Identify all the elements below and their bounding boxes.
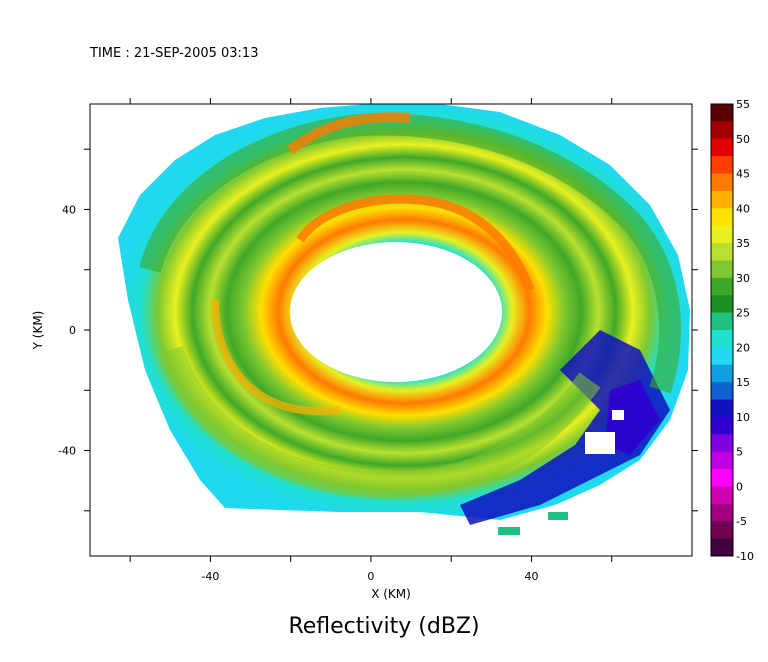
x-tick-label: 0 xyxy=(367,570,374,583)
reflectivity-field xyxy=(118,104,690,535)
colorbar-segment xyxy=(711,295,733,314)
colorbar-tick-label: 15 xyxy=(736,376,750,389)
x-axis-title: X (KM) xyxy=(371,587,411,601)
colorbar-segment xyxy=(711,156,733,175)
colorbar-tick-label: 10 xyxy=(736,411,750,424)
x-tick-label: 40 xyxy=(524,570,538,583)
colorbar-tick-label: 40 xyxy=(736,202,750,215)
colorbar-segment xyxy=(711,399,733,418)
colorbar-segment xyxy=(711,434,733,453)
y-tick-label: -40 xyxy=(58,445,76,458)
colorbar-tick-label: -10 xyxy=(736,550,754,563)
weak-echo-band xyxy=(460,330,670,525)
gap-2 xyxy=(585,432,615,454)
colorbar-segment xyxy=(711,330,733,348)
axis-tick-labels: -40 0 40 -40 0 40 xyxy=(58,203,538,583)
colorbar xyxy=(710,103,734,557)
colorbar-tick-label: 25 xyxy=(736,307,750,320)
gap-1 xyxy=(612,410,624,420)
colorbar-segment xyxy=(711,208,733,227)
inner-band-west xyxy=(211,299,341,416)
colorbar-segment xyxy=(711,347,733,366)
colorbar-segment xyxy=(711,312,733,331)
eye xyxy=(290,242,502,382)
colorbar-segment xyxy=(711,190,733,209)
strong-band-north xyxy=(287,112,411,155)
outer-band xyxy=(139,113,681,394)
colorbar-segment xyxy=(711,521,733,540)
colorbar-tick-label: 45 xyxy=(736,168,750,181)
timestamp: TIME : 21-SEP-2005 03:13 xyxy=(90,46,259,61)
colorbar-segment xyxy=(711,104,733,122)
colorbar-segment xyxy=(711,451,733,470)
colorbar-segment xyxy=(711,138,733,157)
colorbar-segment xyxy=(711,382,733,401)
weak-echo-band-violet xyxy=(605,380,660,455)
colorbar-segment xyxy=(711,364,733,383)
y-axis-title: Y (KM) xyxy=(31,311,45,351)
blob-1 xyxy=(498,527,520,535)
colorbar-segment xyxy=(711,538,733,557)
x-tick-label: -40 xyxy=(201,570,219,583)
colorbar-tick-label: 35 xyxy=(736,237,750,250)
colorbar-tick-label: 30 xyxy=(736,272,750,285)
y-tick-label: 0 xyxy=(69,324,76,337)
colorbar-segment xyxy=(711,416,733,435)
colorbar-frame xyxy=(710,103,734,557)
colorbar-tick-label: 0 xyxy=(736,480,743,493)
colorbar-tick-label: 50 xyxy=(736,133,750,146)
axis-ticks xyxy=(84,98,698,562)
colorbar-tick-label: -5 xyxy=(736,515,747,528)
colorbar-tick-label: 5 xyxy=(736,446,743,459)
colorbar-segment xyxy=(711,503,733,522)
strong-band-inner xyxy=(296,194,535,292)
colorbar-segment xyxy=(711,260,733,279)
outer-band-2 xyxy=(157,345,601,499)
colorbar-tick-label: 20 xyxy=(736,341,750,354)
colorbar-segment xyxy=(711,243,733,261)
colorbar-segment xyxy=(711,225,733,244)
colorbar-segment xyxy=(711,469,733,487)
colorbar-segment xyxy=(711,121,733,140)
blob-2 xyxy=(548,512,568,520)
chart-title: Reflectivity (dBZ) xyxy=(288,614,480,639)
colorbar-segment xyxy=(711,173,733,192)
colorbar-tick-label: 55 xyxy=(736,98,750,111)
y-tick-label: 40 xyxy=(62,203,76,216)
colorbar-segment xyxy=(711,486,733,505)
colorbar-segment xyxy=(711,277,733,296)
